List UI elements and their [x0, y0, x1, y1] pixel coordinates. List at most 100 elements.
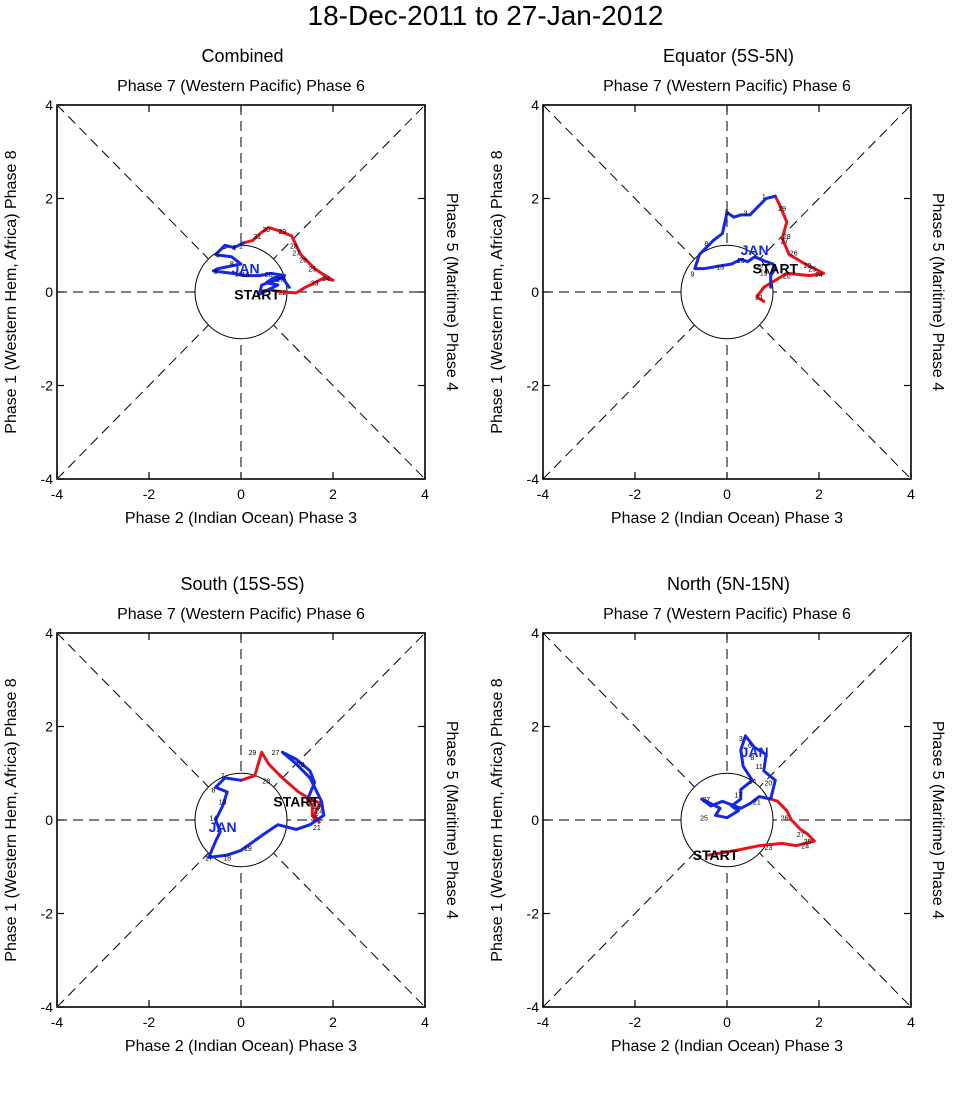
bottom-axis-label: Phase 2 (Indian Ocean) Phase 3: [125, 1038, 357, 1055]
day-label: 23: [311, 281, 319, 288]
day-label: 20: [265, 272, 273, 279]
day-label: 21: [753, 799, 761, 806]
x-tick-label: -2: [629, 1014, 642, 1030]
start-label: START: [273, 793, 319, 809]
day-label: 9: [691, 271, 695, 278]
y-tick-label: 0: [45, 284, 53, 300]
day-label: 18: [223, 855, 231, 862]
day-label: 16: [737, 258, 745, 265]
left-axis-label: Phase 1 (Western Hem, Africa) Phase 8: [3, 678, 20, 961]
day-label: 27: [276, 277, 284, 284]
day-label: 29: [778, 206, 786, 213]
day-label: 21: [313, 825, 321, 832]
top-axis-label: Phase 7 (Western Pacific) Phase 6: [117, 78, 365, 95]
day-label: 25: [700, 816, 708, 823]
y-tick-label: -4: [41, 471, 54, 487]
unit-circle: [680, 772, 774, 868]
x-tick-label: 0: [237, 1014, 245, 1030]
day-label: 7: [221, 774, 225, 781]
x-tick-label: 2: [329, 486, 337, 502]
y-tick-label: 0: [45, 812, 53, 828]
day-label: 3: [743, 211, 747, 218]
day-label: 13: [219, 799, 227, 806]
rmm-phase-diagram-north: Phase 7 (Western Pacific) Phase 6 Phase 2…: [489, 606, 946, 1055]
day-label: 16: [242, 272, 250, 279]
day-label: 17: [735, 792, 743, 799]
panel-title: Combined: [201, 46, 284, 66]
x-tick-label: 4: [907, 486, 915, 502]
day-label: 13: [235, 271, 243, 278]
y-tick-label: -4: [527, 471, 540, 487]
day-label: 5: [216, 253, 220, 260]
trajectory-january: [700, 734, 777, 820]
jan-label: JAN: [232, 261, 260, 277]
day-label: 31: [253, 234, 261, 241]
y-tick-label: 2: [45, 719, 53, 735]
day-label: 3: [739, 736, 743, 743]
day-label: 17: [205, 855, 213, 862]
day-label: 26: [306, 799, 314, 806]
x-tick-label: 4: [907, 1014, 915, 1030]
left-axis-label: Phase 1 (Western Hem, Africa) Phase 8: [3, 150, 20, 433]
day-label: 30: [262, 227, 270, 234]
bottom-axis-label: Phase 2 (Indian Ocean) Phase 3: [611, 510, 843, 527]
day-label: 14: [210, 816, 218, 823]
day-label: 28: [262, 778, 270, 785]
x-tick-label: 2: [815, 486, 823, 502]
y-tick-label: 2: [531, 719, 539, 735]
x-tick-label: 2: [815, 1014, 823, 1030]
day-label: 27: [797, 832, 805, 839]
day-label: 26: [781, 816, 789, 823]
day-label: 19: [760, 270, 768, 277]
day-label: 20: [765, 781, 773, 788]
day-label: 14: [748, 778, 756, 785]
rmm-phase-diagram-south: Phase 7 (Western Pacific) Phase 6 Phase 2…: [3, 606, 460, 1055]
panel-title: Equator (5S-5N): [662, 46, 795, 66]
day-label: 27: [272, 750, 280, 757]
day-label: 25: [808, 267, 816, 274]
x-tick-label: 0: [723, 1014, 731, 1030]
day-label: 22: [279, 290, 287, 297]
day-label: 8: [230, 261, 234, 268]
y-tick-label: 0: [531, 812, 539, 828]
day-label: 20: [297, 762, 305, 769]
day-label: 25: [311, 816, 319, 823]
day-label: 6: [748, 743, 752, 750]
y-tick-label: 4: [45, 97, 53, 113]
day-label: 20: [783, 274, 791, 281]
day-label: 27: [781, 239, 789, 246]
day-label: 27: [702, 797, 710, 804]
start-label: START: [752, 261, 798, 277]
day-label: 23: [804, 263, 812, 270]
panel-north: North (5N-15N) Phase 7 (Western Pacific)…: [486, 566, 971, 1094]
panel-title: South (15S-5S): [180, 574, 305, 594]
start-label: START: [693, 847, 739, 863]
day-label: 25: [804, 839, 812, 846]
rmm-phase-diagram-equator: Phase 7 (Western Pacific) Phase 6 Phase 2…: [489, 78, 946, 527]
panel-equator: Equator (5S-5N) Phase 7 (Western Pacific…: [486, 38, 971, 566]
day-label: 28: [290, 243, 298, 250]
day-label: 28: [783, 234, 791, 241]
y-tick-label: 4: [45, 625, 53, 641]
x-tick-label: -4: [51, 1014, 64, 1030]
day-label: 19: [244, 846, 252, 853]
trajectory-december: [755, 194, 826, 303]
day-label: 13: [716, 264, 724, 271]
y-tick-label: -2: [527, 906, 540, 922]
x-tick-label: 4: [421, 486, 429, 502]
day-label: 26: [790, 250, 798, 257]
x-tick-label: -4: [537, 1014, 550, 1030]
top-axis-label: Phase 7 (Western Pacific) Phase 6: [603, 606, 851, 623]
panel-title: North (5N-15N): [666, 574, 791, 594]
x-tick-label: -4: [51, 486, 64, 502]
y-tick-label: -4: [41, 999, 54, 1015]
day-label: 23: [765, 845, 773, 852]
right-axis-label: Phase 5 (Maritime) Phase 4: [443, 721, 460, 919]
y-tick-label: -2: [41, 906, 54, 922]
day-label: 4: [232, 246, 236, 253]
right-axis-label: Phase 5 (Maritime) Phase 4: [929, 193, 946, 391]
day-label: 22: [308, 797, 316, 804]
day-label: 24: [801, 844, 809, 851]
x-tick-label: 0: [723, 486, 731, 502]
x-tick-label: -4: [537, 486, 550, 502]
